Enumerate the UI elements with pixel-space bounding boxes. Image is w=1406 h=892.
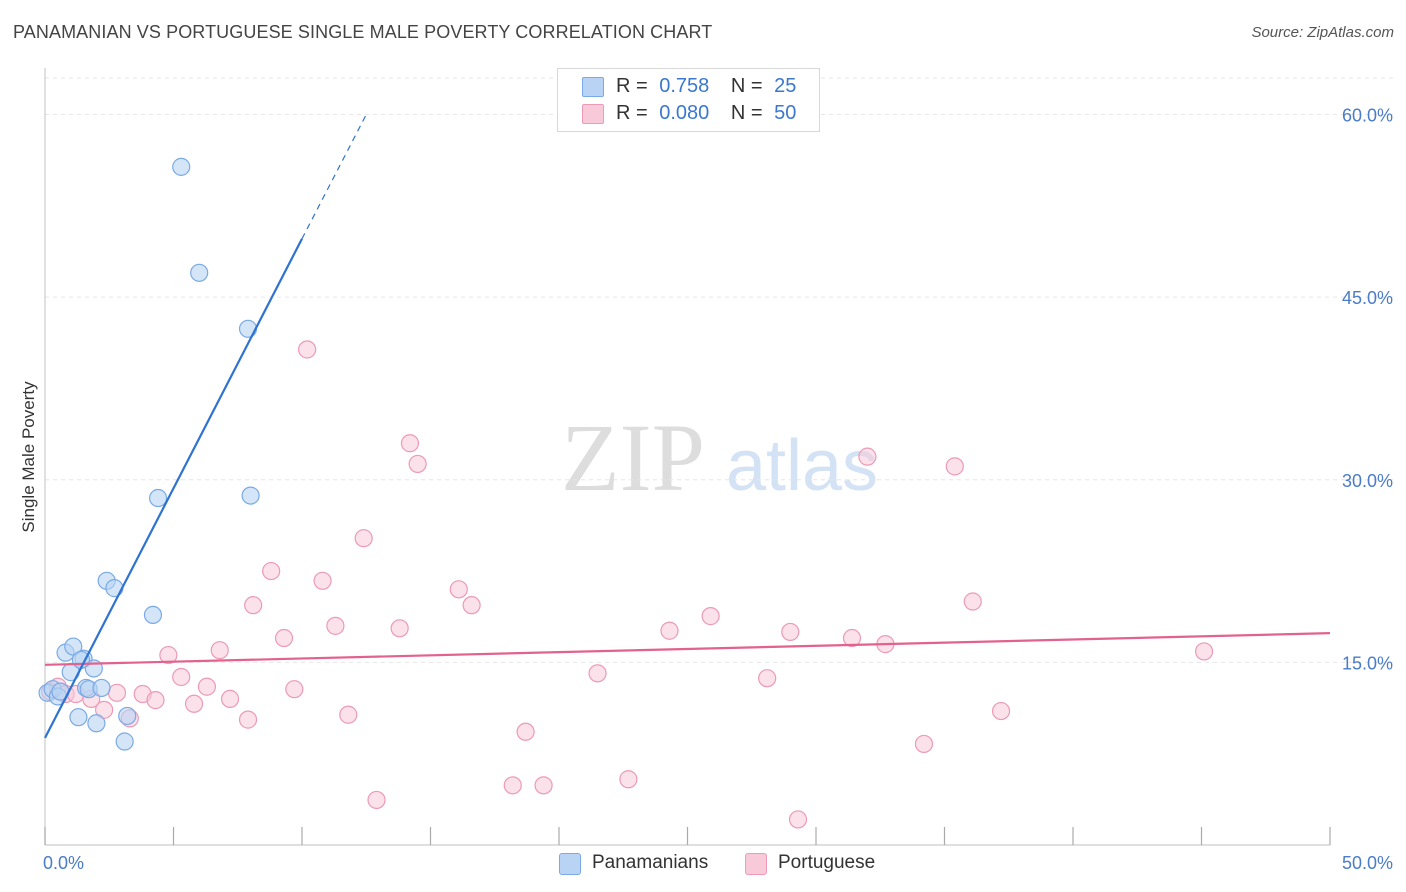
data-point-portuguese [991, 701, 1011, 721]
data-point-portuguese [449, 580, 468, 599]
y-tick-label: 30.0% [1342, 471, 1393, 491]
chart-title: PANAMANIAN VS PORTUGUESE SINGLE MALE POV… [13, 22, 713, 42]
data-point-portuguese [285, 680, 304, 699]
data-point-portuguese [660, 621, 679, 640]
data-point-portuguese [354, 529, 373, 548]
data-point-portuguese [390, 619, 409, 638]
x-tick-label: 0.0% [43, 853, 84, 873]
legend-r-label: R = [616, 75, 648, 97]
x-tick-label: 50.0% [1342, 853, 1393, 873]
data-point-portuguese [339, 705, 358, 724]
legend-swatch-portuguese [582, 104, 604, 124]
data-point-portuguese [1194, 642, 1214, 661]
trendline-panamanians [44, 238, 303, 739]
data-point-portuguese [758, 669, 777, 688]
data-point-portuguese [701, 607, 720, 626]
data-point-portuguese [963, 592, 982, 611]
data-point-panamanian [241, 486, 260, 505]
data-point-portuguese [184, 694, 204, 713]
data-point-panamanian [105, 579, 124, 598]
data-point-portuguese [400, 434, 420, 453]
bottom-legend-swatch-portuguese [745, 853, 767, 875]
data-point-portuguese [858, 447, 877, 466]
legend-r-value: 0.080 [659, 102, 710, 124]
data-point-portuguese [326, 616, 345, 635]
data-point-portuguese [842, 628, 862, 648]
trendline-panamanians-extension [301, 114, 367, 239]
data-point-portuguese [503, 776, 522, 795]
data-point-panamanian [64, 637, 83, 656]
legend-n-value: 50 [774, 102, 797, 124]
data-point-panamanian [190, 263, 209, 282]
data-point-portuguese [159, 645, 178, 665]
data-point-portuguese [534, 776, 553, 795]
data-point-portuguese [408, 454, 427, 474]
data-point-portuguese [210, 641, 229, 660]
data-point-panamanian [143, 605, 163, 625]
data-point-panamanian [115, 732, 134, 751]
y-axis-title: Single Male Poverty [19, 381, 38, 533]
y-tick-label: 45.0% [1342, 288, 1393, 308]
watermark: ZIP atlas [561, 404, 878, 511]
trendline-portuguese [44, 632, 1331, 666]
data-point-portuguese [244, 596, 263, 615]
bottom-legend-label-portuguese: Portuguese [778, 852, 876, 873]
data-point-panamanian [69, 708, 88, 727]
data-point-portuguese [95, 700, 114, 719]
y-tick-label: 15.0% [1342, 653, 1393, 673]
data-point-portuguese [298, 340, 317, 359]
data-point-portuguese [588, 664, 607, 683]
trendlines [44, 114, 1331, 739]
data-point-portuguese [781, 622, 800, 642]
legend-swatch-panamanians [582, 77, 604, 97]
data-point-portuguese [172, 667, 191, 687]
data-point-panamanian [92, 678, 111, 698]
legend-text-portuguese: R = 0.080 N = 50 [616, 102, 796, 125]
data-point-panamanian [118, 706, 137, 726]
data-point-portuguese [367, 790, 386, 810]
data-point-portuguese [788, 810, 808, 829]
watermark-atlas: atlas [726, 426, 878, 506]
legend-text-panamanians: R = 0.758 N = 25 [616, 75, 796, 98]
legend-n-label: N = [730, 75, 763, 97]
legend-r-value: 0.758 [659, 75, 710, 97]
watermark-zip: ZIP [561, 404, 705, 511]
gridlines [45, 77, 1393, 663]
data-point-portuguese [220, 689, 240, 709]
legend-n-label: N = [730, 102, 763, 124]
data-point-portuguese [914, 734, 934, 754]
x-axis-ticks: 0.0% 50.0% [43, 827, 1393, 873]
data-point-panamanian [148, 488, 168, 508]
data-point-portuguese [619, 770, 638, 789]
legend: R = 0.758 N = 25 R = 0.080 N = 50 [557, 68, 820, 132]
data-point-portuguese [945, 457, 964, 476]
data-point-portuguese [107, 683, 127, 702]
data-point-portuguese [262, 561, 281, 581]
data-point-portuguese [274, 628, 294, 648]
chart-source: Source: ZipAtlas.com [1251, 24, 1394, 41]
data-point-panamanian [172, 157, 191, 176]
y-axis-ticks: 15.0% 30.0% 45.0% 60.0% [1342, 106, 1393, 674]
legend-r-label: R = [616, 102, 648, 124]
data-point-portuguese [516, 722, 535, 741]
bottom-legend-label-panamanians: Panamanians [592, 852, 709, 873]
data-point-portuguese [238, 710, 258, 729]
y-tick-label: 60.0% [1342, 106, 1393, 126]
data-point-portuguese [462, 596, 481, 615]
data-point-portuguese [313, 571, 332, 590]
data-point-portuguese [146, 691, 165, 710]
legend-n-value: 25 [774, 75, 797, 97]
data-point-portuguese [197, 677, 217, 696]
data-point-panamanian [87, 714, 106, 733]
bottom-legend-swatch-panamanians [559, 853, 581, 875]
data-point-panamanian [238, 319, 258, 338]
